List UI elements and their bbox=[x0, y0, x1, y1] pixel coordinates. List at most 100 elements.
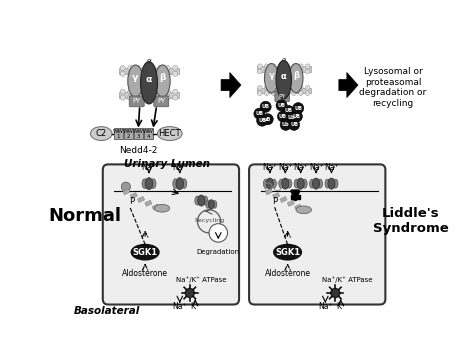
Circle shape bbox=[285, 64, 290, 68]
Text: 3: 3 bbox=[137, 134, 140, 139]
Text: β: β bbox=[293, 70, 299, 79]
Ellipse shape bbox=[264, 63, 278, 93]
Ellipse shape bbox=[287, 179, 292, 188]
Circle shape bbox=[277, 111, 289, 122]
Ellipse shape bbox=[279, 179, 284, 188]
Bar bbox=[145, 200, 152, 206]
Circle shape bbox=[292, 69, 296, 74]
Circle shape bbox=[150, 89, 155, 94]
Circle shape bbox=[165, 71, 170, 77]
Circle shape bbox=[262, 114, 273, 125]
Ellipse shape bbox=[333, 179, 338, 188]
Circle shape bbox=[264, 91, 269, 95]
Circle shape bbox=[257, 64, 262, 68]
Ellipse shape bbox=[155, 65, 170, 97]
FancyBboxPatch shape bbox=[129, 96, 144, 107]
Text: P: P bbox=[272, 197, 277, 206]
Circle shape bbox=[135, 95, 140, 100]
Text: Aldosterone: Aldosterone bbox=[264, 269, 310, 278]
Text: WW: WW bbox=[123, 129, 134, 134]
Ellipse shape bbox=[142, 179, 147, 188]
Circle shape bbox=[120, 95, 125, 100]
Text: PY: PY bbox=[157, 98, 165, 104]
Text: SGK1: SGK1 bbox=[133, 248, 158, 257]
Circle shape bbox=[286, 112, 297, 124]
Circle shape bbox=[158, 71, 163, 77]
Text: P: P bbox=[129, 197, 135, 206]
Text: Na⁺: Na⁺ bbox=[278, 163, 292, 172]
Text: Lysosomal or
proteasomal
degradation or
recycling: Lysosomal or proteasomal degradation or … bbox=[359, 67, 427, 108]
Ellipse shape bbox=[155, 204, 170, 212]
Bar bbox=[152, 204, 159, 210]
Circle shape bbox=[331, 288, 340, 298]
FancyBboxPatch shape bbox=[134, 128, 143, 139]
Circle shape bbox=[283, 105, 294, 116]
Ellipse shape bbox=[182, 179, 187, 188]
Bar bbox=[280, 197, 287, 203]
Bar bbox=[137, 197, 145, 203]
Ellipse shape bbox=[198, 195, 205, 206]
Text: α: α bbox=[146, 75, 152, 84]
Text: UB: UB bbox=[290, 122, 298, 127]
Circle shape bbox=[280, 119, 292, 130]
Text: Ub: Ub bbox=[287, 115, 295, 120]
Ellipse shape bbox=[312, 178, 319, 189]
Text: UB: UB bbox=[258, 118, 266, 123]
Circle shape bbox=[173, 66, 178, 70]
Text: Na⁺: Na⁺ bbox=[309, 163, 323, 172]
Ellipse shape bbox=[273, 245, 301, 260]
Text: Na⁺: Na⁺ bbox=[263, 163, 277, 172]
Circle shape bbox=[289, 119, 300, 130]
Ellipse shape bbox=[294, 179, 299, 188]
Circle shape bbox=[299, 64, 303, 68]
Circle shape bbox=[173, 71, 178, 77]
Circle shape bbox=[121, 182, 130, 191]
FancyBboxPatch shape bbox=[275, 91, 290, 101]
Circle shape bbox=[264, 64, 269, 68]
Text: Basolateral: Basolateral bbox=[73, 306, 140, 316]
Text: Na⁺: Na⁺ bbox=[293, 163, 308, 172]
Text: UB: UB bbox=[294, 106, 302, 111]
Circle shape bbox=[260, 101, 271, 112]
Circle shape bbox=[278, 85, 283, 90]
Ellipse shape bbox=[131, 245, 159, 260]
Ellipse shape bbox=[206, 201, 210, 208]
Circle shape bbox=[150, 66, 155, 70]
FancyBboxPatch shape bbox=[124, 128, 133, 139]
Text: α: α bbox=[146, 57, 152, 66]
Text: K⁺: K⁺ bbox=[336, 302, 345, 312]
Circle shape bbox=[305, 64, 310, 68]
Text: Na⁺: Na⁺ bbox=[142, 163, 156, 172]
Text: β: β bbox=[159, 73, 166, 82]
Text: UB: UB bbox=[278, 103, 285, 108]
Circle shape bbox=[271, 91, 276, 95]
Ellipse shape bbox=[272, 179, 276, 188]
Circle shape bbox=[305, 69, 310, 74]
Text: HECT: HECT bbox=[158, 129, 181, 138]
Circle shape bbox=[305, 85, 310, 90]
Circle shape bbox=[143, 89, 148, 94]
Text: SGK1: SGK1 bbox=[275, 248, 300, 257]
Circle shape bbox=[264, 69, 269, 74]
Bar bbox=[291, 195, 300, 199]
Text: 1: 1 bbox=[117, 134, 120, 139]
Text: WW: WW bbox=[143, 129, 154, 134]
Text: UB: UB bbox=[293, 114, 301, 119]
FancyBboxPatch shape bbox=[154, 96, 169, 107]
Bar bbox=[294, 204, 302, 210]
Ellipse shape bbox=[297, 178, 304, 189]
Text: uB: uB bbox=[264, 117, 272, 122]
Bar bbox=[123, 189, 130, 195]
Circle shape bbox=[257, 85, 262, 90]
Circle shape bbox=[150, 71, 155, 77]
Ellipse shape bbox=[91, 127, 112, 141]
Ellipse shape bbox=[289, 63, 303, 93]
Bar bbox=[287, 200, 294, 206]
Bar bbox=[265, 189, 273, 195]
Circle shape bbox=[299, 91, 303, 95]
Ellipse shape bbox=[296, 206, 311, 214]
Text: 4: 4 bbox=[146, 134, 150, 139]
Text: Ub: Ub bbox=[282, 122, 290, 127]
Ellipse shape bbox=[151, 179, 156, 188]
FancyBboxPatch shape bbox=[114, 128, 123, 139]
